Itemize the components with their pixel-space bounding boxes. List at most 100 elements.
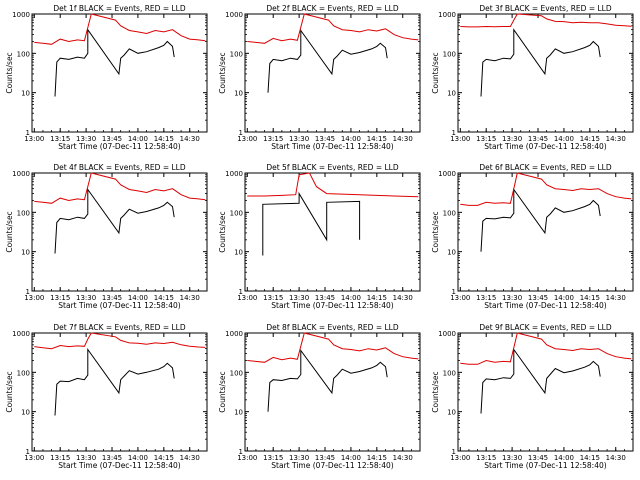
y-axis-label: Counts/sec (431, 371, 440, 412)
x-tick-label: 13:00 (237, 294, 257, 302)
x-tick-label: 14:00 (341, 294, 361, 302)
x-tick-label: 13:15 (476, 294, 496, 302)
x-tick-label: 14:00 (554, 454, 574, 462)
events-series-line (54, 28, 175, 97)
panel-title: Det 4f BLACK = Events, RED = LLD (53, 163, 186, 172)
y-axis-label: Counts/sec (431, 211, 440, 252)
x-tick-label: 13:30 (76, 135, 96, 143)
x-tick-label: 13:45 (315, 135, 335, 143)
x-tick-label: 14:30 (606, 294, 626, 302)
plot-frame (457, 13, 634, 133)
x-axis-label: Start Time (07-Dec-11 12:58:40) (484, 301, 606, 310)
y-tick-label: 10 (447, 90, 456, 98)
lld-series-line (34, 172, 206, 204)
x-tick-label: 14:30 (180, 454, 200, 462)
x-tick-label: 14:15 (580, 454, 600, 462)
y-axis-label: Counts/sec (218, 52, 227, 93)
events-series-line (480, 187, 601, 252)
x-tick-label: 13:15 (263, 454, 283, 462)
x-tick-label: 13:00 (450, 135, 470, 143)
y-tick-label: 100 (17, 209, 30, 217)
x-tick-label: 13:00 (24, 454, 44, 462)
y-axis-label: Counts/sec (431, 52, 440, 93)
detector-panel: Det 5f BLACK = Events, RED = LLD 1 10 100 10… (218, 163, 421, 310)
y-tick-label: 100 (17, 369, 30, 377)
y-tick-label: 100 (17, 50, 30, 58)
lld-series-line (34, 332, 206, 350)
x-tick-label: 13:30 (502, 454, 522, 462)
plot-frame (244, 172, 421, 292)
events-series-line (480, 28, 601, 97)
x-tick-label: 13:30 (76, 454, 96, 462)
y-tick-label: 1 (239, 129, 243, 137)
plot-frame (31, 13, 208, 133)
y-tick-label: 100 (230, 369, 243, 377)
x-tick-label: 14:30 (606, 135, 626, 143)
plot-frame (31, 172, 208, 292)
x-tick-label: 13:45 (102, 454, 122, 462)
y-tick-label: 10 (447, 249, 456, 257)
y-tick-label: 1000 (225, 330, 243, 338)
panel-title: Det 6f BLACK = Events, RED = LLD (479, 163, 612, 172)
y-axis-label: Counts/sec (218, 371, 227, 412)
y-tick-label: 1000 (438, 330, 456, 338)
events-series-line (54, 347, 175, 416)
x-tick-label: 13:15 (50, 294, 70, 302)
y-tick-label: 10 (234, 90, 243, 98)
lld-series-line (460, 172, 632, 206)
panel-title: Det 7f BLACK = Events, RED = LLD (53, 323, 186, 332)
y-tick-label: 10 (21, 90, 30, 98)
x-tick-label: 13:45 (528, 135, 548, 143)
panel-title: Det 9f BLACK = Events, RED = LLD (479, 323, 612, 332)
x-tick-label: 13:15 (476, 454, 496, 462)
x-tick-label: 14:30 (606, 454, 626, 462)
x-tick-label: 13:30 (502, 294, 522, 302)
y-tick-label: 1 (26, 129, 30, 137)
x-tick-label: 14:15 (367, 294, 387, 302)
x-tick-label: 14:15 (154, 454, 174, 462)
y-tick-label: 1 (26, 288, 30, 296)
x-tick-label: 13:45 (102, 294, 122, 302)
y-tick-label: 1000 (12, 11, 30, 19)
x-axis-label: Start Time (07-Dec-11 12:58:40) (484, 142, 606, 151)
y-tick-label: 1000 (438, 11, 456, 19)
x-tick-label: 14:30 (393, 454, 413, 462)
y-tick-label: 100 (230, 50, 243, 58)
x-tick-label: 14:00 (341, 135, 361, 143)
y-tick-label: 1000 (12, 170, 30, 178)
y-tick-label: 1000 (225, 170, 243, 178)
x-tick-label: 14:30 (393, 135, 413, 143)
x-axis-label: Start Time (07-Dec-11 12:58:40) (58, 461, 180, 470)
y-axis-label: Counts/sec (5, 211, 14, 252)
x-tick-label: 14:00 (554, 294, 574, 302)
plot-frame (244, 332, 421, 452)
detector-panel: Det 2f BLACK = Events, RED = LLD 1 10 100 10… (218, 4, 421, 151)
x-axis-label: Start Time (07-Dec-11 12:58:40) (484, 461, 606, 470)
y-tick-label: 1000 (438, 170, 456, 178)
x-tick-label: 13:15 (476, 135, 496, 143)
lld-series-line (247, 172, 419, 198)
y-tick-label: 1 (452, 288, 456, 296)
detector-panel: Det 4f BLACK = Events, RED = LLD 1 10 100 10… (5, 163, 208, 310)
y-tick-label: 1000 (12, 330, 30, 338)
detector-panel: Det 8f BLACK = Events, RED = LLD 1 10 100 10… (218, 323, 421, 470)
panel-title: Det 3f BLACK = Events, RED = LLD (479, 4, 612, 13)
x-tick-label: 13:00 (24, 294, 44, 302)
plot-frame (457, 172, 634, 292)
y-axis-label: Counts/sec (218, 211, 227, 252)
x-tick-label: 13:00 (237, 135, 257, 143)
x-tick-label: 14:15 (367, 454, 387, 462)
y-axis-label: Counts/sec (5, 52, 14, 93)
x-tick-label: 13:30 (76, 294, 96, 302)
plot-frame (457, 332, 634, 452)
x-tick-label: 14:15 (580, 135, 600, 143)
x-tick-label: 13:00 (450, 294, 470, 302)
events-series-line (267, 348, 388, 412)
plot-frame (244, 13, 421, 133)
x-tick-label: 14:15 (154, 294, 174, 302)
events-series-line (54, 187, 175, 254)
detector-panel: Det 9f BLACK = Events, RED = LLD 1 10 100 10… (431, 323, 634, 470)
y-tick-label: 1 (239, 448, 243, 456)
x-tick-label: 14:30 (180, 135, 200, 143)
